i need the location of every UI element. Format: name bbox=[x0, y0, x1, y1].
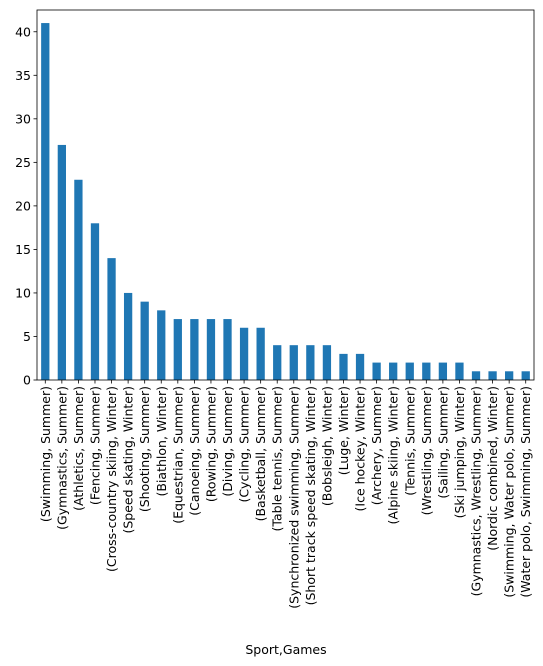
bar bbox=[355, 353, 365, 380]
bar bbox=[521, 371, 530, 380]
x-tick-label: (Athletics, Summer) bbox=[71, 386, 86, 511]
x-tick-label: (Ski jumping, Winter) bbox=[452, 386, 467, 518]
x-tick-label: (Swimming, Water polo, Summer) bbox=[502, 386, 517, 598]
x-tick-label: (Diving, Summer) bbox=[220, 386, 235, 497]
bar bbox=[173, 319, 182, 380]
x-tick-label: (Cycling, Summer) bbox=[237, 386, 252, 503]
x-tick-label: (Fencing, Summer) bbox=[87, 386, 102, 505]
plot-frame bbox=[36, 9, 535, 381]
x-tick-label: (Ice hockey, Winter) bbox=[353, 386, 368, 511]
x-tick-label: (Synchronized swimming, Summer) bbox=[286, 386, 301, 609]
bar bbox=[140, 301, 149, 380]
bar bbox=[422, 362, 431, 380]
y-axis-ticks: 0 5 10 15 20 25 30 35 40 bbox=[15, 24, 37, 388]
x-tick-label: (Cross-country skiing, Winter) bbox=[104, 386, 119, 572]
x-tick-label: (Nordic combined, Winter) bbox=[485, 386, 500, 551]
x-tick-label: (Speed skating, Winter) bbox=[121, 386, 136, 534]
bar bbox=[57, 144, 66, 380]
x-tick-label: (Shooting, Summer) bbox=[137, 386, 152, 512]
y-tick-label: 15 bbox=[15, 242, 31, 257]
bar bbox=[488, 371, 497, 380]
x-tick-label: (Canoeing, Summer) bbox=[187, 386, 202, 516]
x-tick-label: (Tennis, Summer) bbox=[402, 386, 417, 496]
bar bbox=[389, 362, 398, 380]
y-tick-label: 40 bbox=[15, 24, 31, 39]
bar bbox=[306, 345, 315, 380]
x-tick-label: (Wrestling, Summer) bbox=[419, 386, 434, 515]
bar bbox=[123, 292, 133, 380]
x-tick-label: (Table tennis, Summer) bbox=[270, 386, 285, 531]
y-tick-label: 20 bbox=[15, 198, 31, 213]
bar bbox=[107, 258, 116, 380]
x-tick-label: (Archery, Summer) bbox=[369, 386, 384, 505]
x-tick-label: (Swimming, Summer) bbox=[38, 386, 53, 522]
x-tick-label: (Rowing, Summer) bbox=[203, 386, 218, 502]
bar bbox=[322, 345, 332, 380]
bar bbox=[455, 362, 464, 380]
x-tick-label: (Luge, Winter) bbox=[336, 386, 351, 475]
bar bbox=[339, 353, 348, 380]
y-tick-label: 30 bbox=[15, 111, 31, 126]
x-tick-label: (Gymnastics, Wrestling, Summer) bbox=[469, 386, 484, 596]
x-tick-label: (Gymnastics, Summer) bbox=[54, 386, 69, 530]
y-tick-label: 35 bbox=[15, 68, 31, 83]
y-tick-label: 5 bbox=[23, 329, 31, 344]
bar bbox=[74, 179, 83, 380]
x-tick-label: (Bobsleigh, Winter) bbox=[319, 386, 334, 506]
bar bbox=[405, 362, 414, 380]
bar bbox=[471, 371, 481, 380]
bar bbox=[190, 319, 199, 380]
x-tick-label: (Equestrian, Summer) bbox=[170, 386, 185, 524]
x-axis-title: Sport,Games bbox=[245, 642, 326, 657]
x-tick-label: (Alpine skiing, Winter) bbox=[386, 386, 401, 524]
bars-group bbox=[41, 23, 530, 381]
bar bbox=[41, 23, 50, 381]
bar bbox=[372, 362, 381, 380]
x-tick-label: (Sailing, Summer) bbox=[435, 386, 450, 499]
bar bbox=[239, 327, 249, 380]
x-axis-ticks: (Swimming, Summer) (Gymnastics, Summer) (A… bbox=[38, 380, 533, 609]
y-tick-label: 10 bbox=[15, 285, 31, 300]
bar bbox=[273, 345, 282, 380]
bar bbox=[505, 371, 514, 380]
x-tick-label: (Basketball, Summer) bbox=[253, 386, 268, 521]
bar bbox=[206, 319, 216, 380]
y-tick-label: 0 bbox=[23, 373, 31, 388]
bar bbox=[90, 223, 100, 380]
y-tick-label: 25 bbox=[15, 155, 31, 170]
bar bbox=[256, 327, 265, 380]
bar bbox=[289, 345, 298, 380]
x-tick-label: (Water polo, Swimming, Summer) bbox=[518, 386, 533, 598]
bar bbox=[223, 319, 232, 380]
x-tick-label: (Biathlon, Winter) bbox=[154, 386, 169, 497]
bar bbox=[157, 310, 166, 380]
bar bbox=[438, 362, 448, 380]
x-tick-label: (Short track speed skating, Winter) bbox=[303, 386, 318, 605]
